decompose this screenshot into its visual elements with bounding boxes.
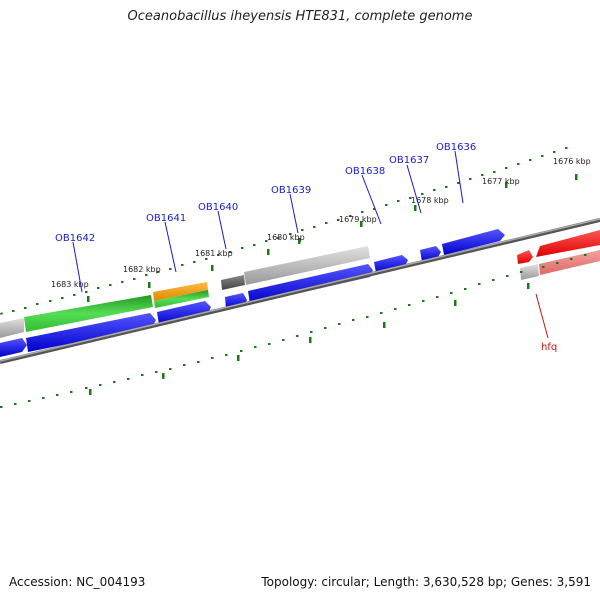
gray-feature[interactable]	[0, 318, 24, 338]
cds-arrow[interactable]	[0, 338, 27, 357]
cds-arrow[interactable]	[420, 246, 441, 262]
gene-label-ob1637[interactable]: OB1637	[389, 155, 429, 166]
tick-label: 1678 kbp	[411, 196, 449, 205]
dark-gray-feature[interactable]	[221, 275, 245, 290]
tick-label: 1682 kbp	[123, 265, 161, 274]
cds-arrow[interactable]	[442, 229, 505, 255]
gray-feature[interactable]	[520, 264, 539, 280]
cds-arrow[interactable]	[26, 313, 156, 352]
tick-label: 1680 kbp	[267, 233, 305, 242]
tick-label: 1676 kbp	[553, 157, 591, 166]
tick-label: 1683 kbp	[51, 280, 89, 289]
kbp-tick-labels: 1676 kbp 1677 kbp 1678 kbp 1679 kbp 1680…	[51, 157, 591, 289]
cds-arrow[interactable]	[374, 255, 408, 273]
gene-label-ob1639[interactable]: OB1639	[271, 185, 311, 196]
gene-name-labels: OB1636 OB1637 OB1638 OB1639 OB1640 OB164…	[55, 142, 476, 244]
green-feature[interactable]	[154, 290, 209, 308]
outer-tick-ring	[0, 147, 578, 315]
gene-label-ob1642[interactable]: OB1642	[55, 233, 95, 244]
gray-feature[interactable]	[244, 246, 370, 285]
accession-text: Accession: NC_004193	[9, 575, 146, 589]
tick-label: 1679 kbp	[339, 215, 377, 224]
gene-label-ob1638[interactable]: OB1638	[345, 166, 385, 177]
hfq-feature[interactable]	[517, 250, 533, 264]
green-feature[interactable]	[24, 295, 153, 332]
gene-label-ob1640[interactable]: OB1640	[198, 202, 238, 213]
hfq-feature[interactable]	[536, 230, 600, 257]
inner-tick-ring	[0, 254, 587, 408]
hfq-label[interactable]: hfq	[541, 342, 557, 353]
genome-summary-text: Topology: circular; Length: 3,630,528 bp…	[261, 575, 591, 589]
gene-label-ob1636[interactable]: OB1636	[436, 142, 476, 153]
orange-feature[interactable]	[153, 282, 208, 301]
pink-feature[interactable]	[539, 250, 600, 275]
tick-label: 1681 kbp	[195, 249, 233, 258]
tick-label: 1677 kbp	[482, 177, 520, 186]
map-title: Oceanobacillus iheyensis HTE831, complet…	[127, 9, 473, 24]
gene-label-ob1641[interactable]: OB1641	[146, 213, 186, 224]
genome-backbone	[0, 218, 600, 364]
hfq-annotation: hfq	[535, 293, 557, 353]
gene-leader-lines	[72, 150, 464, 293]
cds-arrow[interactable]	[157, 301, 211, 325]
